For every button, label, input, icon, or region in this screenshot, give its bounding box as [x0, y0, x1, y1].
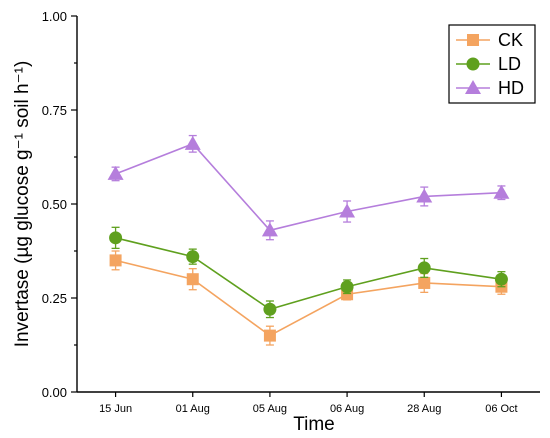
- x-tick-label: 15 Jun: [99, 403, 132, 415]
- y-tick-label: 0.50: [42, 197, 67, 212]
- x-tick-label: 28 Aug: [407, 403, 441, 415]
- data-point-ld: [263, 302, 277, 316]
- legend-label: LD: [498, 54, 521, 74]
- data-point-ld: [417, 261, 431, 275]
- data-point-hd: [107, 165, 124, 180]
- data-point-ld: [109, 231, 123, 245]
- data-series: [107, 134, 510, 346]
- legend-label: HD: [498, 78, 524, 98]
- x-tick-label: 01 Aug: [176, 403, 210, 415]
- legend: CK LD HD: [448, 24, 536, 104]
- series-line-hd: [115, 142, 502, 232]
- x-tick-label: 05 Aug: [253, 403, 287, 415]
- x-axis-title: Time: [293, 414, 335, 435]
- series-line-ld: [115, 237, 502, 311]
- legend-marker: [467, 34, 479, 46]
- legend-marker: [466, 57, 480, 71]
- y-tick-label: 0.25: [42, 291, 67, 306]
- x-tick-label: 06 Aug: [330, 403, 364, 415]
- series-line-ck: [115, 259, 502, 337]
- data-point-ck: [418, 276, 431, 289]
- data-point-ld: [340, 280, 354, 294]
- data-point-ck: [263, 329, 276, 342]
- y-axis-title: Invertase (µg glucose g⁻¹ soil h⁻¹): [12, 61, 33, 348]
- legend-item-ck: CK: [456, 30, 523, 50]
- data-point-hd: [493, 184, 510, 199]
- data-point-ld: [494, 272, 508, 286]
- legend-marker: [465, 80, 481, 94]
- data-point-hd: [339, 203, 356, 218]
- legend-label: CK: [498, 30, 523, 50]
- legend-item-hd: HD: [456, 78, 524, 98]
- data-point-ck: [109, 254, 122, 267]
- y-tick-label: 0.00: [42, 385, 67, 400]
- series-ld: [109, 226, 508, 319]
- legend-item-ld: LD: [456, 54, 521, 74]
- data-point-ld: [186, 250, 200, 264]
- data-point-hd: [261, 222, 278, 237]
- data-point-ck: [186, 273, 199, 286]
- data-point-hd: [416, 188, 433, 203]
- x-tick-label: 06 Oct: [485, 403, 517, 415]
- data-point-hd: [184, 135, 201, 150]
- y-tick-label: 0.75: [42, 103, 67, 118]
- axis-ticks: 0.00 0.25 0.50 0.75 1.00 15 Jun 01 Aug 05 Aug 06…: [42, 9, 518, 415]
- y-tick-label: 1.00: [42, 9, 67, 24]
- series-hd: [107, 134, 510, 241]
